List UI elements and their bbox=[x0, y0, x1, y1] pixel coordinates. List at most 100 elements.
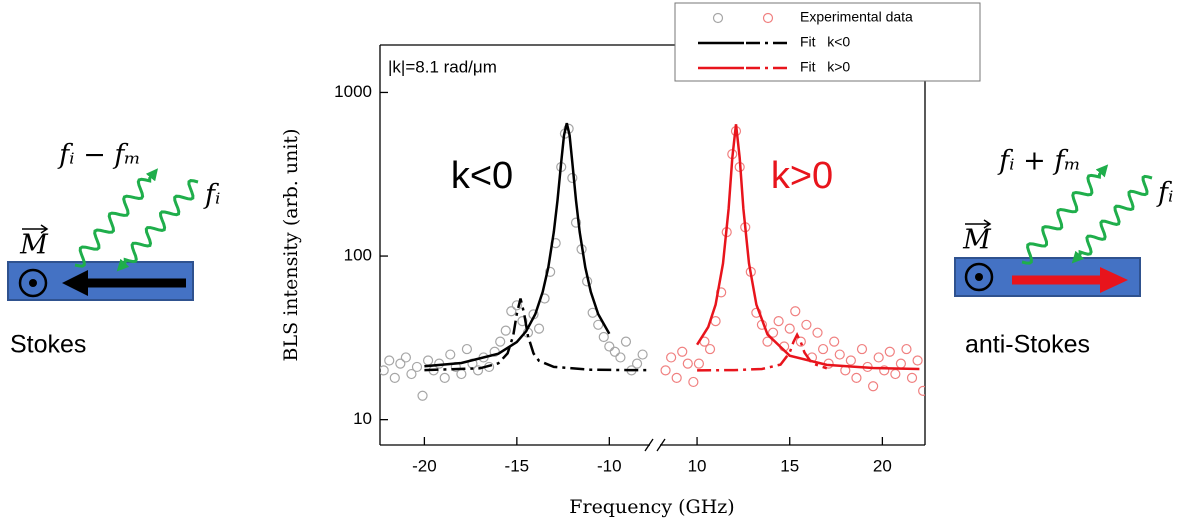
x-tick-label: -20 bbox=[412, 456, 437, 475]
series bbox=[424, 298, 647, 372]
y-tick-label: 100 bbox=[344, 246, 372, 265]
fit-line bbox=[424, 122, 611, 368]
data-point bbox=[660, 365, 671, 376]
data-point bbox=[456, 368, 467, 380]
data-point bbox=[812, 327, 823, 338]
data-point bbox=[511, 300, 522, 311]
legend-label: Experimental data bbox=[800, 9, 913, 25]
data-point bbox=[406, 368, 417, 380]
axis-break bbox=[644, 438, 654, 452]
data-point bbox=[411, 361, 423, 373]
data-point bbox=[912, 355, 923, 366]
series bbox=[697, 332, 828, 372]
data-point bbox=[620, 336, 632, 347]
x-tick-label: 20 bbox=[873, 456, 892, 475]
diagram-label: Stokes bbox=[10, 331, 86, 359]
note: |k|=8.1 rad/μm bbox=[388, 57, 497, 76]
data-point bbox=[593, 319, 604, 330]
x-tick-label: 10 bbox=[688, 456, 707, 475]
x-tick-label: 15 bbox=[780, 456, 799, 475]
data-point bbox=[851, 372, 862, 383]
data-point bbox=[517, 316, 528, 327]
data-point bbox=[604, 341, 615, 352]
data-point bbox=[631, 358, 643, 369]
data-point bbox=[856, 343, 868, 355]
legend-label: Fit k<0 bbox=[800, 34, 850, 50]
legend-label: Fit k>0 bbox=[800, 59, 850, 75]
out-of-plane bbox=[964, 262, 994, 292]
plot: 10 100 1000 -20 -15 -10 10 15 20 k<0 k>0 Experiment… bbox=[334, 2, 981, 475]
data-point bbox=[795, 336, 806, 347]
fit-line bbox=[696, 124, 920, 371]
data-point bbox=[400, 352, 411, 363]
incident-frequency: fᵢ bbox=[203, 180, 220, 211]
data-point bbox=[767, 327, 779, 338]
series bbox=[696, 124, 920, 371]
data-point bbox=[439, 372, 450, 383]
data-point bbox=[495, 336, 506, 347]
data-point bbox=[834, 349, 845, 360]
data-point bbox=[598, 331, 609, 343]
vector-arrow bbox=[22, 224, 49, 234]
data-point bbox=[500, 325, 511, 336]
data-point bbox=[445, 349, 456, 360]
axis-break bbox=[656, 438, 666, 452]
vector-arrow bbox=[965, 219, 992, 229]
data-point bbox=[545, 266, 556, 278]
legend-marker bbox=[762, 12, 774, 24]
fit-line bbox=[697, 332, 828, 372]
data-point bbox=[570, 217, 582, 228]
diagram-label: anti-Stokes bbox=[965, 331, 1090, 359]
y-tick-label: 10 bbox=[353, 409, 372, 428]
anti-stokes-diagram: M fᵢ + fₘ fᵢ anti-Stokes bbox=[954, 146, 1173, 359]
data-point bbox=[677, 346, 688, 357]
x-tick-label: -10 bbox=[597, 456, 622, 475]
incident-wave bbox=[116, 179, 199, 272]
data-point bbox=[829, 336, 840, 347]
y-tick-label: 1000 bbox=[334, 82, 372, 101]
scattered-wave bbox=[1021, 164, 1109, 265]
data-point bbox=[693, 358, 705, 369]
data-point bbox=[704, 343, 716, 355]
data-point bbox=[773, 316, 784, 327]
data-point bbox=[506, 306, 517, 317]
data-point bbox=[845, 355, 856, 366]
data-point bbox=[533, 323, 545, 334]
data-point bbox=[751, 307, 762, 318]
data-point bbox=[895, 358, 907, 369]
data-point bbox=[817, 343, 829, 355]
data-point bbox=[395, 358, 406, 369]
data-point bbox=[389, 372, 400, 383]
data-point bbox=[918, 385, 925, 396]
data-point bbox=[461, 343, 473, 355]
out-of-plane-dot bbox=[975, 273, 983, 281]
data-point bbox=[873, 352, 884, 363]
data-point bbox=[609, 346, 620, 357]
data-point bbox=[615, 352, 626, 363]
data-point bbox=[671, 372, 682, 383]
incident-wave bbox=[1071, 174, 1153, 264]
fit-line bbox=[424, 298, 647, 372]
data-point bbox=[422, 355, 434, 366]
data-point bbox=[380, 365, 389, 376]
incident-frequency: fᵢ bbox=[1156, 178, 1173, 209]
k-arrow-head bbox=[1100, 267, 1128, 293]
data-point bbox=[688, 376, 699, 388]
data-point bbox=[801, 319, 812, 330]
annotation: k<0 bbox=[451, 155, 513, 197]
data-point bbox=[637, 349, 648, 360]
data-point bbox=[884, 346, 895, 357]
data-point bbox=[417, 390, 428, 401]
x-axis-label: Frequency (GHz) bbox=[569, 496, 734, 518]
out-of-plane-dot bbox=[29, 279, 37, 287]
y-axis-label: BLS intensity (arb. unit) bbox=[280, 129, 302, 362]
legend: Experimental data Fit k<0 Fit k>0 bbox=[674, 2, 981, 82]
data-point bbox=[666, 352, 677, 363]
data-point bbox=[784, 323, 795, 334]
scattered-frequency: fᵢ − fₘ bbox=[57, 140, 141, 171]
scattered-frequency: fᵢ + fₘ bbox=[997, 146, 1081, 177]
scattered-wave bbox=[74, 168, 159, 268]
stokes-diagram: M fᵢ − fₘ fᵢ Stokes bbox=[7, 140, 220, 359]
annotation: k>0 bbox=[771, 155, 833, 197]
